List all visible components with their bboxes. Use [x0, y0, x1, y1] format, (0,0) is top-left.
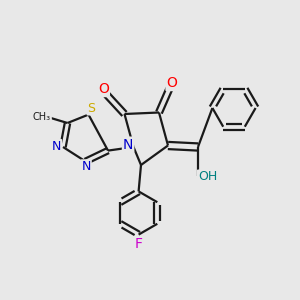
- Text: CH₃: CH₃: [33, 112, 51, 122]
- Text: S: S: [88, 101, 95, 115]
- Text: N: N: [123, 138, 133, 152]
- Text: O: O: [98, 82, 109, 96]
- Text: N: N: [81, 160, 91, 173]
- Text: OH: OH: [198, 170, 217, 184]
- Text: F: F: [135, 237, 142, 251]
- Text: N: N: [52, 140, 61, 153]
- Text: O: O: [167, 76, 177, 90]
